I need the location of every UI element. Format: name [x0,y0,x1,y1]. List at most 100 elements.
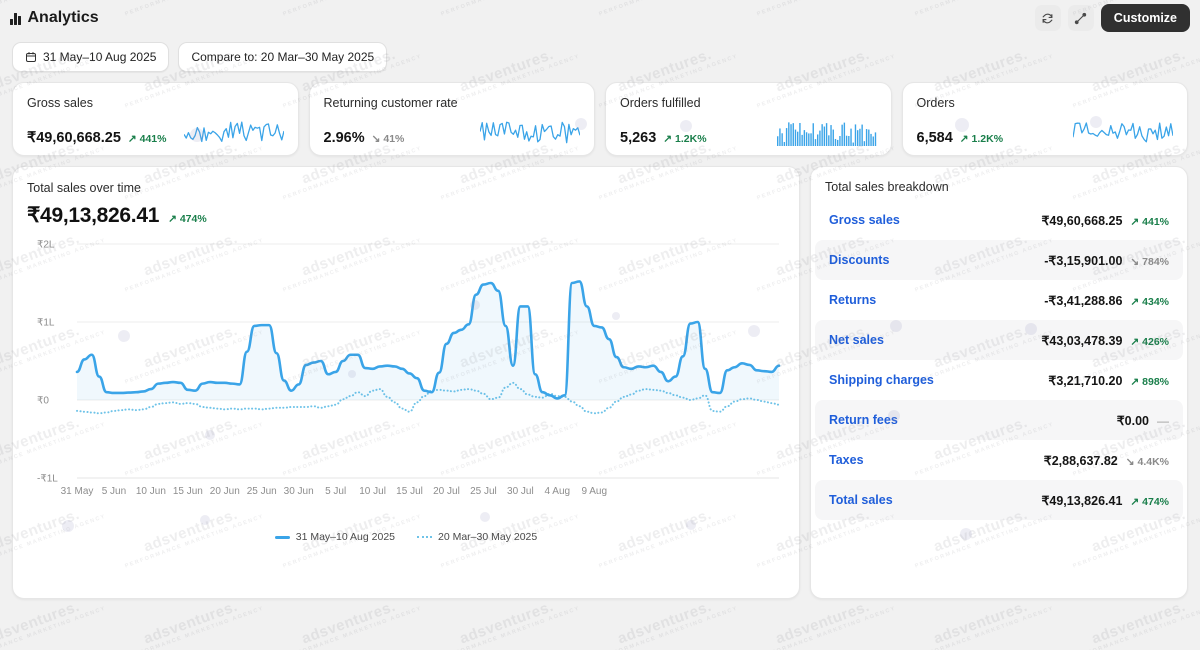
kpi-value-row: 2.96% ↘ 41% [324,130,405,146]
x-axis-tick-label: 15 Jun [173,486,203,497]
breakdown-row-delta: ↗ 898% [1130,375,1169,388]
breakdown-row-name[interactable]: Total sales [829,493,893,507]
kpi-bottom: 5,263 ↗ 1.2K% [620,120,877,146]
breakdown-row[interactable]: Taxes ₹2,88,637.82 ↘ 4.4K% [815,440,1183,480]
breakdown-row[interactable]: Return fees ₹0.00 — [815,400,1183,440]
breakdown-row-name[interactable]: Discounts [829,253,890,267]
calendar-icon [26,52,36,62]
breakdown-row-right: ₹3,21,710.20 ↗ 898% [1048,373,1169,388]
x-axis-tick-label: 10 Jun [136,486,166,497]
breakdown-row-delta: ↗ 441% [1130,215,1169,228]
trend-down-icon: ↘ [1130,255,1140,268]
x-axis-tick-label: 25 Jul [470,486,497,497]
x-axis-tick-label: 9 Aug [581,486,607,497]
x-axis-tick-label: 25 Jun [247,486,277,497]
kpi-label: Orders fulfilled [620,96,701,110]
breakdown-row[interactable]: Gross sales ₹49,60,668.25 ↗ 441% [815,200,1183,240]
breakdown-row-name[interactable]: Return fees [829,413,898,427]
date-range-picker[interactable]: 31 May–10 Aug 2025 [12,42,170,72]
kpi-card-orders-fulfilled[interactable]: Orders fulfilled 5,263 ↗ 1.2K% [605,82,892,156]
trend-down-icon: ↘ [1125,455,1135,468]
filter-bar: 31 May–10 Aug 2025 Compare to: 20 Mar–30… [0,36,1200,82]
chart-title: Total sales over time [27,181,141,195]
y-axis-tick-label: ₹1L [37,318,55,329]
trend-down-icon: ↘ [371,133,381,145]
sparkline-line [1073,122,1173,143]
x-axis-tick-label: 5 Jun [102,486,126,497]
breakdown-row-right: ₹49,60,668.25 ↗ 441% [1041,213,1169,228]
chart-total-delta: ↗ 474% [168,213,207,225]
breakdown-row-delta: ↗ 426% [1130,335,1169,348]
breakdown-row-value: -₹3,15,901.00 [1044,253,1123,268]
kpi-card-gross-sales[interactable]: Gross sales ₹49,60,668.25 ↗ 441% [12,82,299,156]
compare-series-line [76,381,780,415]
kpi-bottom: 2.96% ↘ 41% [324,120,580,146]
legend-label: 20 Mar–30 May 2025 [438,531,538,543]
x-axis-tick-label: 30 Jul [507,486,534,497]
line-chart-plot[interactable]: ₹2L ₹1L ₹0 -₹1L 31 May 5 Jun 10 Jun 15 Jun 20 Ju… [27,234,785,529]
refresh-icon[interactable] [1034,5,1061,31]
breakdown-title: Total sales breakdown [825,180,949,194]
y-axis-tick-label: ₹0 [37,396,49,407]
top-bar: Analytics Customize [0,0,1200,36]
kpi-label: Returning customer rate [323,96,458,110]
breakdown-row[interactable]: Total sales ₹49,13,826.41 ↗ 474% [815,480,1183,520]
kpi-card-returning-customer-rate[interactable]: Returning customer rate 2.96% ↘ 41% [308,82,595,156]
y-axis-tick-label: -₹1L [37,474,58,485]
expand-diagonal-icon[interactable] [1067,5,1094,31]
breakdown-row-delta: ↘ 4.4K% [1125,455,1169,468]
kpi-delta: ↘ 41% [371,133,405,145]
breakdown-row-name[interactable]: Shipping charges [829,373,934,387]
legend-item[interactable]: 20 Mar–30 May 2025 [417,531,537,543]
x-axis-tick-label: 4 Aug [545,486,571,497]
legend-item[interactable]: 31 May–10 Aug 2025 [274,531,395,543]
breakdown-row-value: -₹3,41,288.86 [1044,293,1123,308]
chart-legend: 31 May–10 Aug 2025 20 Mar–30 May 2025 [27,531,785,543]
breakdown-row-value: ₹49,13,826.41 [1041,493,1123,508]
bar-chart-icon [10,12,21,25]
y-axis-tick-label: ₹2L [37,240,55,251]
kpi-delta: ↗ 441% [127,133,167,145]
breakdown-row-delta: ↗ 434% [1130,295,1169,308]
page-title-label: Analytics [27,9,99,26]
breakdown-row-name[interactable]: Gross sales [829,213,900,227]
breakdown-row-name[interactable]: Net sales [829,333,884,347]
trend-up-icon: ↗ [127,133,137,145]
compare-range-picker[interactable]: Compare to: 20 Mar–30 May 2025 [178,42,388,72]
kpi-bottom: 6,584 ↗ 1.2K% [917,120,1173,146]
kpi-card-orders[interactable]: Orders 6,584 ↗ 1.2K% [901,82,1188,156]
kpi-delta: ↗ 1.2K% [663,133,707,145]
breakdown-row[interactable]: Shipping charges ₹3,21,710.20 ↗ 898% [815,360,1183,400]
trend-up-icon: ↗ [1130,215,1140,228]
trend-up-icon: ↗ [959,133,969,145]
sparkline-line [480,121,580,144]
breakdown-row-name[interactable]: Taxes [829,453,864,467]
chart-total: ₹49,13,826.41 ↗ 474% [27,203,785,228]
kpi-delta: ↗ 1.2K% [959,133,1004,145]
x-axis-tick-label: 20 Jun [210,486,240,497]
legend-label: 31 May–10 Aug 2025 [295,531,395,543]
breakdown-row-right: ₹43,03,478.39 ↗ 426% [1041,333,1169,348]
breakdown-row[interactable]: Returns -₹3,41,288.86 ↗ 434% [815,280,1183,320]
kpi-value-row: 6,584 ↗ 1.2K% [917,130,1004,146]
kpi-value: 5,263 [620,130,657,146]
x-axis-tick-label: 30 Jun [284,486,314,497]
kpi-value: 2.96% [323,130,365,146]
breakdown-row[interactable]: Discounts -₹3,15,901.00 ↘ 784% [815,240,1183,280]
kpi-label: Orders [916,96,955,110]
legend-dotted-swatch [417,536,432,538]
trend-up-icon: ↗ [1130,375,1140,388]
breakdown-row-delta: ↗ 474% [1130,495,1169,508]
kpi-row: Gross sales ₹49,60,668.25 ↗ 441% Returning … [0,82,1200,156]
kpi-value: ₹49,60,668.25 [27,130,121,146]
trend-up-icon: ↗ [1130,335,1140,348]
breakdown-row-right: -₹3,41,288.86 ↗ 434% [1044,293,1169,308]
breakdown-row-value: ₹49,60,668.25 [1041,213,1123,228]
kpi-bottom: ₹49,60,668.25 ↗ 441% [27,120,284,146]
breakdown-row-name[interactable]: Returns [829,293,877,307]
total-sales-over-time-card: Total sales over time ₹49,13,826.41 ↗ 47… [12,166,800,599]
breakdown-row[interactable]: Net sales ₹43,03,478.39 ↗ 426% [815,320,1183,360]
customize-button[interactable]: Customize [1100,4,1190,32]
trend-up-icon: ↗ [1130,295,1140,308]
